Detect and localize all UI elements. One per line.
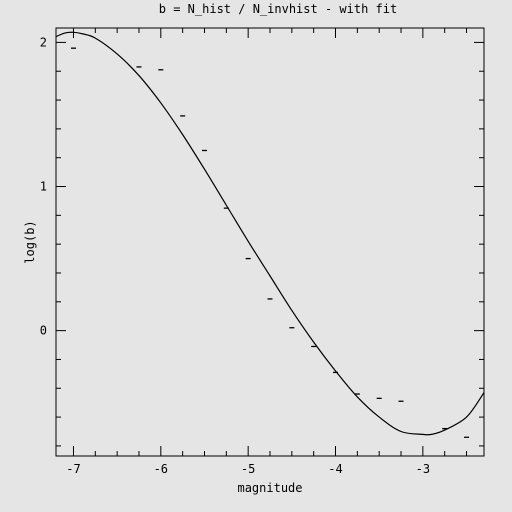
- chart-title: b = N_hist / N_invhist - with fit: [159, 2, 397, 16]
- x-tick-label: -3: [416, 462, 430, 476]
- x-tick-label: -6: [154, 462, 168, 476]
- axis-ticks: [56, 28, 484, 456]
- y-tick-label: 0: [40, 324, 47, 338]
- x-tick-label: -7: [66, 462, 80, 476]
- data-points-group: [70, 47, 470, 438]
- x-axis-label: magnitude: [237, 481, 302, 495]
- tick-labels: -7 -6 -5 -4 -3 2 1 0: [40, 35, 430, 476]
- fit-curve: [56, 31, 484, 436]
- y-tick-label: 1: [40, 180, 47, 194]
- x-tick-label: -5: [241, 462, 255, 476]
- fit-curve-group: [56, 31, 484, 436]
- y-axis-label: log(b): [23, 220, 37, 263]
- plot-frame: [55, 27, 485, 457]
- x-tick-label: -4: [328, 462, 342, 476]
- y-tick-label: 2: [40, 35, 47, 49]
